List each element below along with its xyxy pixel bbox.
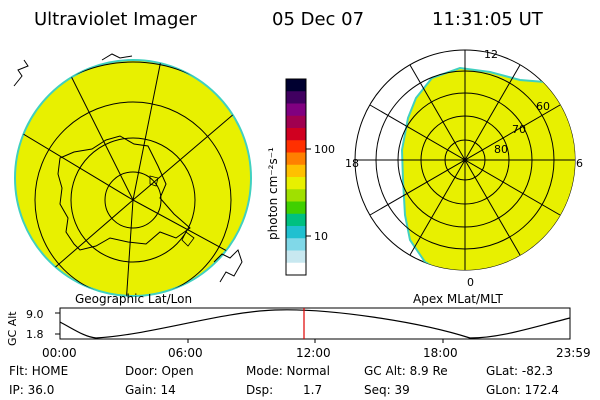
geo-panel-label: Geographic Lat/Lon: [75, 292, 192, 306]
mlat-label-60: 60: [536, 100, 550, 113]
status-flt: Flt: HOME: [9, 364, 68, 378]
colorbar-swatch: [286, 152, 306, 166]
status-dsp-label: Dsp:: [246, 383, 273, 397]
colorbar-swatch: [286, 115, 306, 129]
antarctica-outline: [57, 135, 191, 251]
orbit-timeline: 9.0 1.8 GC Alt 00:00 06:00 12:00 18:00 2…: [6, 307, 591, 360]
colorbar: 100 10 photon cm⁻²s⁻¹: [266, 78, 335, 276]
colorbar-gradient: [286, 79, 306, 276]
status-mode: Mode: Normal: [246, 364, 330, 378]
x-tick-label: 18:00: [423, 346, 458, 360]
mlt-label-12: 12: [484, 48, 498, 61]
instrument-title: Ultraviolet Imager: [34, 9, 198, 30]
colorbar-swatch: [286, 238, 306, 251]
colorbar-frame: [285, 78, 307, 276]
status-seq: Seq: 39: [364, 383, 410, 397]
x-tick-label: 00:00: [42, 346, 77, 360]
colorbar-swatch: [286, 164, 306, 178]
date-label: 05 Dec 07: [272, 9, 364, 30]
mlt-label-18: 18: [345, 157, 359, 170]
geographic-panel: Geographic Lat/Lon: [13, 53, 252, 306]
apex-aurora-fill: [400, 66, 575, 270]
timeline-frame: [59, 307, 571, 340]
colorbar-unit-label: photon cm⁻²s⁻¹: [266, 147, 280, 240]
colorbar-swatch: [286, 128, 306, 141]
apex-panel-label: Apex MLat/MLT: [413, 292, 503, 306]
colorbar-swatch: [286, 201, 306, 215]
colorbar-swatch: [286, 226, 306, 239]
coastline-fragment: [101, 53, 133, 61]
coastline-fragment: [13, 59, 29, 87]
status-glat: GLat: -82.3: [486, 364, 553, 378]
mlt-label-0: 0: [467, 276, 474, 289]
x-tick-label: 06:00: [168, 346, 203, 360]
status-ip: IP: 36.0: [9, 383, 54, 397]
x-tick-label: 12:00: [296, 346, 331, 360]
status-door: Door: Open: [125, 364, 194, 378]
coast-detail: [149, 175, 159, 187]
colorbar-swatch: [286, 91, 306, 104]
colorbar-swatch: [286, 262, 306, 276]
status-gain: Gain: 14: [125, 383, 176, 397]
colorbar-tick-label: 10: [314, 230, 328, 243]
colorbar-swatch: [286, 177, 306, 190]
coast-detail: [181, 231, 195, 247]
apex-grid: [355, 50, 575, 270]
apex-panel: 12 18 6 0 60 70 80 Apex MLat/MLT: [345, 48, 583, 306]
altitude-curve: [59, 309, 571, 339]
status-block: Flt: HOME IP: 36.0 Door: Open Gain: 14 M…: [9, 364, 559, 397]
y-tick-label: 9.0: [26, 308, 44, 321]
y-tick-label: 1.8: [26, 328, 44, 341]
colorbar-swatch: [286, 250, 306, 264]
colorbar-swatch: [286, 213, 306, 227]
mlat-label-70: 70: [512, 123, 526, 136]
colorbar-swatch: [286, 103, 306, 117]
colorbar-tick-label: 100: [314, 143, 335, 156]
status-dsp-value: 1.7: [303, 383, 322, 397]
x-tick-label: 23:59: [556, 346, 591, 360]
status-gc-alt: GC Alt: 8.9 Re: [364, 364, 448, 378]
colorbar-swatch: [286, 79, 306, 92]
colorbar-swatch: [286, 189, 306, 202]
status-glon: GLon: 172.4: [486, 383, 559, 397]
mlt-label-6: 6: [576, 157, 583, 170]
coastline-new-zealand: [213, 249, 243, 283]
mlat-label-80: 80: [494, 143, 508, 156]
time-label: 11:31:05 UT: [432, 9, 544, 30]
timeline-ylabel: GC Alt: [6, 311, 19, 346]
colorbar-swatch: [286, 140, 306, 153]
